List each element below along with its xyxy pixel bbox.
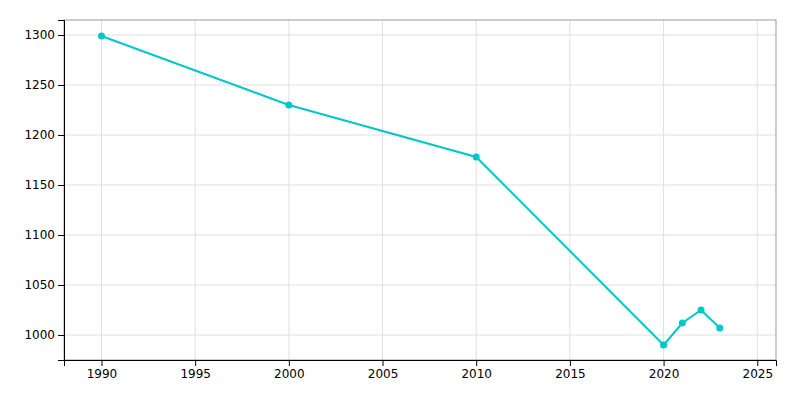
chart-svg: 1990 1995 2000 2005 2010 2015 2020 2025 1000 1050… [0,0,800,400]
plot-frame [64,20,776,360]
grid-line-x [101,20,102,360]
chart-container: 1990 1995 2000 2005 2010 2015 2020 2025 1000 1050… [0,0,800,400]
x-tick-label: 2005 [368,367,399,381]
y-tick-mark [58,85,64,86]
x-tick: 2000 [274,360,305,381]
x-tick-label: 2025 [742,367,773,381]
y-tick-label: 1050 [24,278,55,292]
y-axis-line [58,21,65,361]
grid-line-y [64,85,776,86]
grid-line-x [569,20,570,360]
y-tick: 1100 [24,228,64,242]
x-tick-mark [757,360,758,366]
point [660,342,667,349]
grid-line-x [382,20,383,360]
grid-line-y [64,285,776,286]
grid [64,20,776,360]
y-tick: 1050 [24,278,64,292]
x-axis-line [65,361,777,367]
x-tick: 1995 [180,360,211,381]
y-tick: 1150 [24,178,64,192]
line [101,36,719,345]
x-tick-label: 1990 [87,367,118,381]
x-tick: 2025 [742,360,773,381]
x-tick-label: 2020 [649,367,680,381]
grid-line-x [757,20,758,360]
x-tick: 2010 [461,360,492,381]
y-tick-mark [58,185,64,186]
x-tick-mark [664,360,665,366]
marks [98,33,723,349]
x-tick: 2005 [368,360,399,381]
x-tick-label: 2015 [555,367,586,381]
y-tick: 1300 [24,28,64,42]
y-tick-mark [58,285,64,286]
grid-line-x [663,20,664,360]
y-tick: 1000 [24,328,64,342]
y-tick: 1200 [24,128,64,142]
y-axis: 1000 1050 1100 1150 1200 1250 1300 [24,21,64,361]
y-tick-label: 1100 [24,228,55,242]
x-tick: 2015 [555,360,586,381]
point [473,154,480,161]
x-tick-mark [383,360,384,366]
grid-line-y [64,185,776,186]
x-tick-mark [476,360,477,366]
grid-line-y [64,235,776,236]
point [698,307,705,314]
y-tick-mark [58,235,64,236]
y-tick-label: 1250 [24,78,55,92]
x-tick-mark [289,360,290,366]
point [98,33,105,40]
y-tick-mark [58,135,64,136]
point [679,320,686,327]
x-tick: 1990 [87,360,118,381]
grid-line-y [64,35,776,36]
x-tick-label: 2010 [461,367,492,381]
grid-line-x [476,20,477,360]
y-tick-label: 1150 [24,178,55,192]
y-tick: 1250 [24,78,64,92]
y-tick-label: 1000 [24,328,55,342]
y-tick-label: 1300 [24,28,55,42]
x-tick-mark [195,360,196,366]
grid-line-y [64,135,776,136]
grid-line-x [288,20,289,360]
x-tick-mark [570,360,571,366]
x-tick: 2020 [649,360,680,381]
y-tick-mark [58,35,64,36]
x-tick-label: 2000 [274,367,305,381]
x-tick-mark [101,360,102,366]
x-tick-label: 1995 [180,367,211,381]
y-tick-label: 1200 [24,128,55,142]
point [716,325,723,332]
x-axis: 1990 1995 2000 2005 2010 2015 2020 2025 [65,360,777,381]
point [285,102,292,109]
grid-line-y [64,335,776,336]
plot: 1990 1995 2000 2005 2010 2015 2020 2025 1000 1050… [24,20,776,381]
y-tick-mark [58,335,64,336]
